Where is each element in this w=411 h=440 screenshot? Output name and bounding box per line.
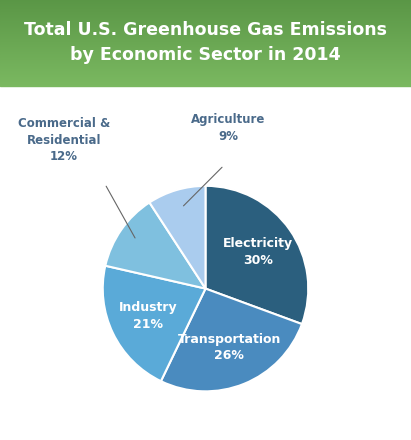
Wedge shape bbox=[105, 202, 206, 289]
Text: Electricity
30%: Electricity 30% bbox=[223, 238, 293, 267]
Wedge shape bbox=[161, 289, 302, 391]
Wedge shape bbox=[206, 186, 308, 324]
Wedge shape bbox=[103, 266, 206, 381]
Text: Agriculture
9%: Agriculture 9% bbox=[191, 113, 265, 143]
Wedge shape bbox=[150, 186, 206, 289]
Text: Total U.S. Greenhouse Gas Emissions
by Economic Sector in 2014: Total U.S. Greenhouse Gas Emissions by E… bbox=[24, 22, 387, 64]
Text: Industry
21%: Industry 21% bbox=[119, 301, 178, 331]
Text: Transportation
26%: Transportation 26% bbox=[178, 333, 281, 363]
Text: Commercial &
Residential
12%: Commercial & Residential 12% bbox=[18, 117, 110, 163]
